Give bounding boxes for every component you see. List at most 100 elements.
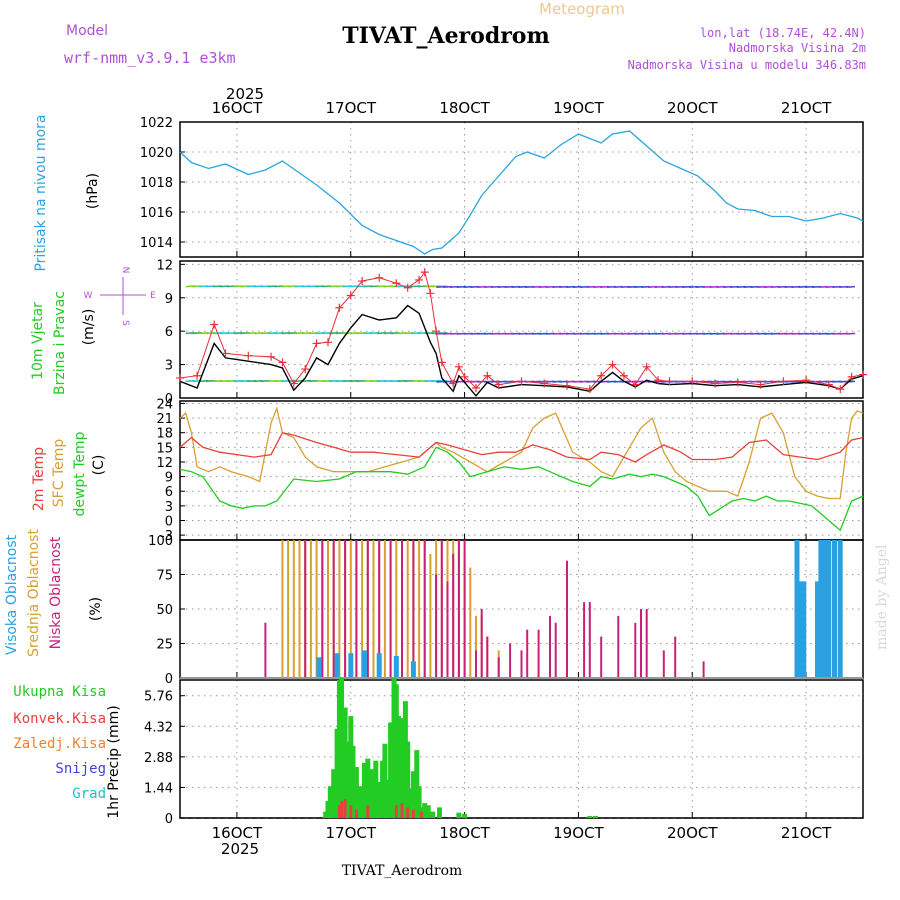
wind-gust-marker <box>608 360 617 369</box>
date-label-bottom: 17OCT <box>325 824 376 842</box>
wind-gust-marker <box>346 291 355 300</box>
y-tick-label: 3 <box>165 500 173 515</box>
y-tick-label: 50 <box>156 603 173 618</box>
wind-gust-marker <box>323 338 332 347</box>
wind-gust-marker <box>847 372 856 381</box>
cloud-bar-low <box>475 650 477 678</box>
y-tick-label: 21 <box>156 412 173 427</box>
panel-frame <box>179 260 864 399</box>
wind-gust-marker <box>454 362 463 371</box>
wind-gust-marker <box>335 303 344 312</box>
wind-gust-marker <box>471 383 480 392</box>
precip-total-bar <box>462 813 468 818</box>
precip-total-bar <box>425 805 431 818</box>
wind-gust-marker <box>711 379 720 388</box>
panel-precip: 0 1.44 2.88 4.32 5.76 <box>144 679 864 827</box>
wind-gust-marker <box>312 339 321 348</box>
wind-gust-marker <box>859 370 867 379</box>
wind-gust-marker <box>642 362 651 371</box>
date-label-bottom: 18OCT <box>439 824 490 842</box>
cloud-bar-low <box>378 540 381 678</box>
y-tick-label: 75 <box>156 569 173 584</box>
cloud-bar-mid <box>383 540 386 678</box>
cloud-bar-low <box>423 540 426 678</box>
cloud-bar-low <box>600 636 603 678</box>
precip-conv-bar <box>394 805 398 818</box>
wind-gust-marker <box>426 289 435 298</box>
wind-gust-marker <box>358 277 367 286</box>
precip-total-bar <box>430 811 436 818</box>
dewpoint-line <box>179 446 864 532</box>
cloud-bar-mid <box>315 540 318 678</box>
precip-conv-bar <box>366 805 370 818</box>
y-tick-label: 9 <box>165 471 173 486</box>
y-tick-label: 1020 <box>140 146 173 161</box>
year-label-bottom: 2025 <box>221 840 259 858</box>
cloud-bar-low <box>412 540 415 678</box>
wind-arrow <box>846 332 856 335</box>
cloud-bar-mid <box>287 540 290 678</box>
cloud-bar-high <box>334 653 340 678</box>
ylabel-cloud-high: Visoka Oblacnost <box>4 534 20 655</box>
precip-legend-4: Grad <box>72 786 106 802</box>
ylabel-pressure-unit: (hPa) <box>85 173 101 209</box>
footer-station: TIVAT_Aerodrom <box>342 863 463 879</box>
cloud-bar-low <box>446 581 449 678</box>
y-tick-label: 25 <box>156 638 173 653</box>
cloud-bar-low <box>321 540 324 678</box>
cloud-bar-high <box>393 655 399 678</box>
wind-gust-marker <box>540 379 549 388</box>
cloud-bar-mid <box>469 567 472 678</box>
wind-gust-marker <box>619 371 628 380</box>
cloud-bar-mid <box>395 540 398 678</box>
date-label-top: 21OCT <box>781 99 832 117</box>
panel-frame <box>179 679 864 819</box>
wind-gust-marker <box>517 377 526 386</box>
wind-gust-marker <box>779 377 788 386</box>
cloud-bar-low <box>355 540 358 678</box>
cloud-bar-low <box>617 615 620 678</box>
precip-total-bar <box>361 762 367 818</box>
ylabel-temp-sfc: SFC Temp <box>51 439 67 508</box>
cloud-bar-low <box>344 540 347 678</box>
wind-gust-marker <box>392 279 401 288</box>
wind-gust-marker <box>210 320 219 329</box>
wind-gust-marker <box>585 385 594 394</box>
cloud-bar-high <box>815 581 820 678</box>
wind-gust-marker <box>563 381 572 390</box>
compass-south: S <box>120 320 130 326</box>
wind-gust-marker <box>483 371 492 380</box>
ylabel-precip: 1hr Precip (mm) <box>106 705 122 818</box>
cloud-bar-low <box>520 650 523 678</box>
meteogram-label: Meteogram <box>539 0 625 18</box>
cloud-bar-high <box>316 657 322 678</box>
date-label-top: 17OCT <box>325 99 376 117</box>
y-tick-label: 1022 <box>140 116 173 131</box>
y-tick-label: 9 <box>165 292 173 307</box>
precip-conv-bar <box>400 803 404 818</box>
ylabel-cloud-mid: Srednja Oblacnost <box>26 529 42 657</box>
precip-total-bar <box>353 767 359 818</box>
cloud-bar-low <box>332 540 335 678</box>
precip-conv-bar <box>343 798 347 818</box>
wind-gust-marker <box>403 283 412 292</box>
cloud-bar-low <box>702 661 705 678</box>
date-label-bottom: 16OCT <box>212 824 263 842</box>
cloud-bar-low <box>463 540 466 678</box>
y-tick-label: 2.88 <box>144 751 173 766</box>
wind-gust-marker <box>176 373 184 382</box>
cloud-bar-low <box>435 574 438 678</box>
ylabel-wind: 10m Vjetar <box>30 302 46 380</box>
precip-conv-bar <box>349 805 353 818</box>
model-altitude-label: Nadmorska Visina u modelu 346.83m <box>628 58 866 72</box>
y-tick-label: 0 <box>165 514 173 529</box>
wind-gust-marker <box>278 358 287 367</box>
wind-gust-marker <box>432 327 441 336</box>
y-tick-label: 0 <box>165 672 173 687</box>
wind-gust-marker <box>824 380 833 389</box>
cloud-bar-low <box>640 609 642 678</box>
precip-total-bar <box>384 779 390 818</box>
precip-conv-bar <box>340 801 344 818</box>
year-label-top: 2025 <box>226 85 264 103</box>
cloud-bar-low <box>440 540 443 678</box>
